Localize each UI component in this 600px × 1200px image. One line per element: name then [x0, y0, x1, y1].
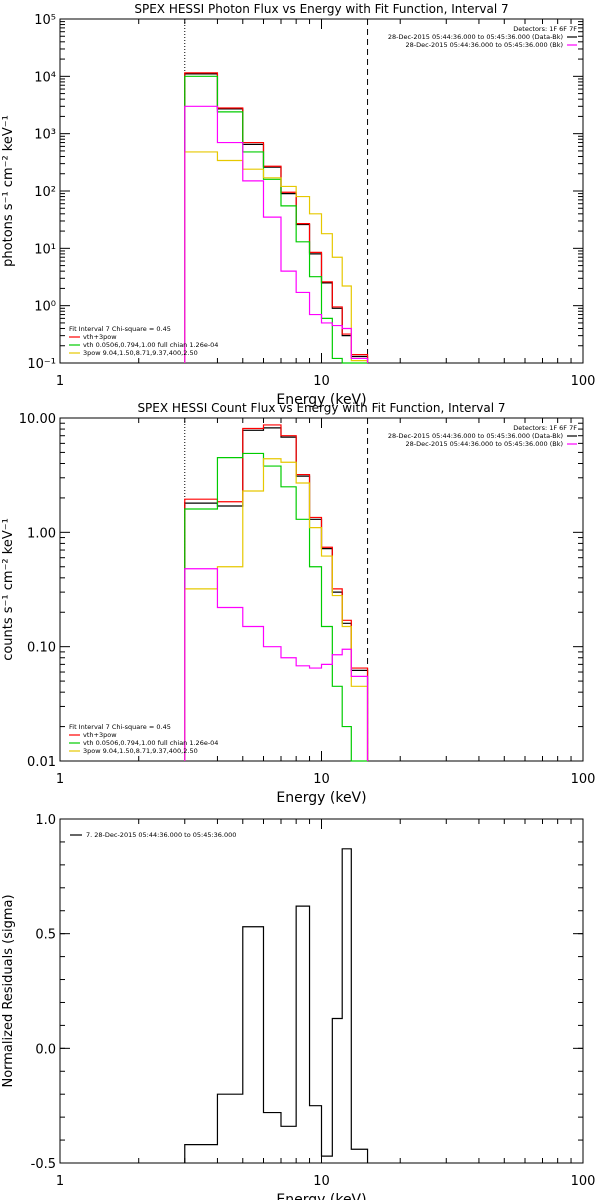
legend-entry: vth+3pow	[83, 333, 117, 341]
time-range-label: 28-Dec-2015 05:44:36.000 to 05:45:36.000…	[406, 41, 564, 49]
detectors-label: Detectors: 1F 6F 7F	[513, 25, 577, 33]
y-tick-label: 10²	[34, 185, 56, 200]
x-tick-label: 1	[56, 374, 64, 389]
x-axis-label: Energy (keV)	[276, 392, 366, 408]
x-tick-label: 100	[571, 374, 596, 389]
chart-title: SPEX HESSI Count Flux vs Energy with Fit…	[137, 401, 505, 415]
y-tick-label: -0.5	[31, 1157, 56, 1172]
legend-entry: vth 0.0506,0.794,1.00 full chian 1.26e-0…	[83, 739, 218, 747]
series-line-5	[184, 568, 369, 761]
y-tick-label: 10⁵	[34, 13, 56, 28]
series-line-1	[184, 73, 369, 363]
y-tick-label: 0.5	[35, 928, 56, 943]
y-tick-label: 10¹	[34, 242, 56, 257]
x-tick-label: 10	[313, 772, 330, 787]
fit-legend-title: Fit Interval 7 Chi-square = 0.45	[69, 723, 171, 731]
chart-panel-3: 1 10 100 Energy (keV) -0.5 0.0 0.5 1.0 Normalize…	[1, 813, 595, 1200]
time-range-label: 28-Dec-2015 05:44:36.000 to 05:45:36.000…	[406, 440, 564, 448]
x-axis-label: Energy (keV)	[276, 1192, 366, 1200]
x-tick-label: 10	[313, 1174, 330, 1189]
series-line-1	[184, 427, 369, 761]
chart-panel-1: SPEX HESSI Photon Flux vs Energy with Fi…	[1, 2, 595, 408]
x-tick-label: 100	[571, 772, 596, 787]
series-line-2	[184, 424, 369, 761]
y-tick-label: 10³	[34, 128, 56, 143]
y-tick-label: 10⁴	[34, 70, 56, 85]
y-tick-label: 0.01	[27, 755, 56, 770]
y-axis-label: photons s⁻¹ cm⁻² keV⁻¹	[1, 115, 16, 267]
y-tick-label: 10⁰	[34, 300, 56, 315]
y-axis-label: counts s⁻¹ cm⁻² keV⁻¹	[1, 518, 16, 661]
detectors-label: Detectors: 1F 6F 7F	[513, 424, 577, 432]
legend-entry: 3pow 9.04,1.50,8.71,9.37,400,2.50	[83, 349, 198, 357]
x-tick-label: 1	[56, 1174, 64, 1189]
series-line-3	[184, 452, 368, 762]
time-range-label: 28-Dec-2015 05:44:36.000 to 05:45:36.000…	[388, 432, 563, 440]
chart-title: SPEX HESSI Photon Flux vs Energy with Fi…	[134, 2, 508, 16]
series-line-5	[184, 105, 369, 363]
series-line-4	[184, 458, 369, 761]
series-line-4	[184, 151, 369, 363]
y-tick-label: 0.0	[35, 1042, 56, 1057]
fit-legend-title: Fit Interval 7 Chi-square = 0.45	[69, 325, 171, 333]
x-tick-label: 100	[571, 1174, 596, 1189]
y-tick-label: 10⁻¹	[27, 357, 56, 372]
series-line-2	[184, 72, 369, 363]
series-line-1	[184, 848, 369, 1163]
chart-panel-2: SPEX HESSI Count Flux vs Energy with Fit…	[1, 401, 595, 806]
x-axis-label: Energy (keV)	[276, 790, 366, 806]
y-axis-label: Normalized Residuals (sigma)	[1, 894, 16, 1087]
y-tick-label: 1.00	[27, 526, 56, 541]
legend-entry: vth+3pow	[83, 731, 117, 739]
x-tick-label: 10	[313, 374, 330, 389]
time-range-label: 28-Dec-2015 05:44:36.000 to 05:45:36.000…	[388, 33, 563, 41]
legend-entry: 7. 28-Dec-2015 05:44:36.000 to 05:45:36.…	[86, 831, 236, 839]
y-tick-label: 0.10	[27, 641, 56, 656]
x-tick-label: 1	[56, 772, 64, 787]
legend-entry: vth 0.0506,0.794,1.00 full chian 1.26e-0…	[83, 341, 218, 349]
legend-entry: 3pow 9.04,1.50,8.71,9.37,400,2.50	[83, 747, 198, 755]
series-line-3	[184, 75, 368, 364]
y-tick-label: 1.0	[35, 813, 56, 828]
y-tick-label: 10.00	[19, 412, 56, 427]
